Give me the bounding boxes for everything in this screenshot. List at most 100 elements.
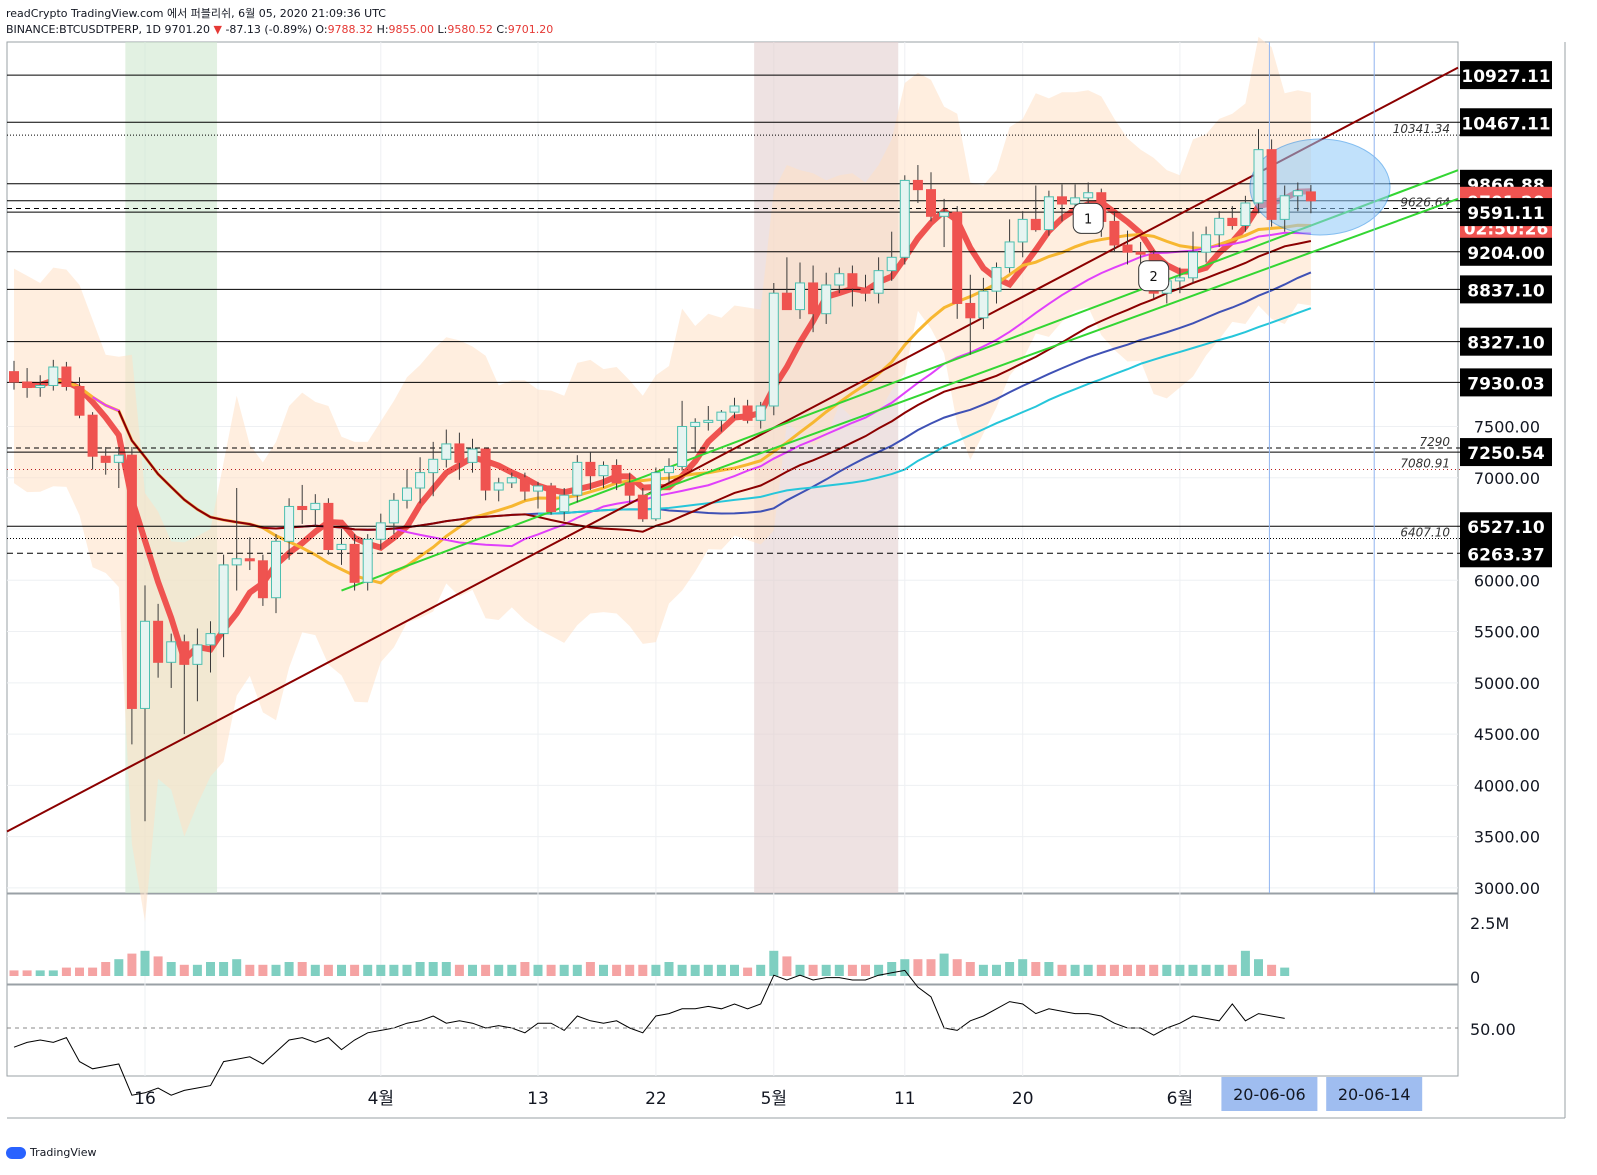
volume-bar: [1227, 964, 1237, 976]
candle-body: [388, 499, 399, 524]
candle-body: [1057, 196, 1067, 205]
date-highlight: [1326, 1077, 1423, 1111]
candle-body: [284, 505, 295, 542]
candle-body: [271, 540, 281, 599]
price-badge: [1460, 539, 1552, 568]
volume-bar: [1083, 964, 1093, 976]
volume-bar: [1070, 964, 1080, 976]
volume-bar: [101, 962, 111, 976]
candle-body: [1174, 277, 1185, 282]
y-tick-label: 5500.00: [1474, 623, 1540, 642]
candle-body: [650, 472, 661, 520]
volume-bar: [271, 964, 281, 976]
trend-line-green: [341, 169, 1459, 592]
volume-bar: [1136, 964, 1146, 976]
symbol-label[interactable]: BINANCE:BTCUSDTPERP, 1D: [6, 23, 161, 36]
volume-bar: [926, 959, 936, 976]
volume-bar: [1005, 962, 1015, 976]
candle-body: [1305, 191, 1316, 202]
candle-body: [1004, 241, 1015, 269]
date-highlight-label: 20-06-06: [1233, 1085, 1306, 1104]
ohlc-legend: BINANCE:BTCUSDTPERP, 1D 9701.20 ▼ -87.13…: [6, 22, 553, 38]
volume-bar: [677, 964, 687, 976]
candle-body: [1030, 218, 1041, 231]
volume-bar: [1044, 962, 1054, 976]
volume-bar: [913, 959, 923, 976]
candle-body: [834, 273, 845, 286]
level-line-label: 7290: [1419, 435, 1450, 449]
y-tick-label: 4000.00: [1474, 776, 1540, 795]
volume-bar: [127, 953, 137, 976]
callout-label: 2: [1150, 270, 1158, 285]
volume-bar: [1201, 964, 1211, 976]
candle-body: [1253, 149, 1264, 204]
low-value: 9580.52: [447, 23, 493, 36]
candle-body: [140, 620, 150, 709]
volume-bar: [48, 970, 58, 976]
candle-body: [559, 494, 570, 513]
candle-body: [100, 455, 111, 463]
candle-body: [795, 282, 805, 311]
x-tick-label: 6월: [1167, 1089, 1193, 1109]
price-badge: [1460, 108, 1552, 137]
candle-body: [166, 641, 177, 663]
volume-bar: [494, 964, 504, 976]
y-axis: 3000.00 3500.00 4000.00 4500.00 5000.00 5500.…: [1474, 417, 1540, 897]
candle-body: [61, 366, 72, 388]
candle-body: [808, 282, 819, 315]
candle-body: [362, 538, 373, 583]
price-badge-label: 7930.03: [1467, 374, 1544, 394]
candle-body: [218, 564, 229, 635]
candle-body: [716, 411, 727, 421]
level-line-label: 10341.34: [1393, 122, 1450, 136]
volume-bar: [795, 964, 805, 976]
candle-body: [244, 558, 255, 562]
trend-line-green-2: [642, 197, 1459, 498]
volume-bar: [245, 964, 255, 976]
volume-bar: [1018, 959, 1028, 976]
price-badge: [1460, 368, 1552, 397]
candle-body: [297, 505, 308, 511]
candle-body: [821, 284, 832, 315]
candle-body: [336, 543, 347, 551]
candle-body: [113, 454, 124, 463]
date-highlight: [1221, 1077, 1318, 1111]
candle-body: [126, 454, 137, 709]
volume-bar: [730, 964, 739, 976]
volume-bar: [441, 962, 451, 976]
candle-body: [454, 443, 465, 463]
volume-bar: [625, 964, 635, 976]
candle-body: [402, 487, 412, 501]
volume-bar: [874, 964, 884, 976]
candle-body: [1135, 251, 1146, 255]
volume-bar: [337, 964, 346, 976]
callout-box: [1138, 260, 1170, 292]
volume-bar: [153, 956, 163, 976]
volume-bars: [9, 950, 1290, 976]
candle-body: [1188, 251, 1198, 279]
price-badge: [1460, 512, 1552, 541]
high-label: H:: [376, 23, 389, 36]
candle-body: [441, 443, 452, 460]
volume-zero-label: 0: [1470, 968, 1480, 987]
candle-body: [310, 502, 321, 511]
candle-body: [873, 270, 884, 294]
rsi-axis-label: 50.00: [1470, 1020, 1516, 1039]
volume-bar: [179, 964, 189, 976]
candle-body: [598, 464, 609, 477]
volume-bar: [1057, 964, 1067, 976]
tradingview-logo[interactable]: TradingView: [6, 1146, 96, 1159]
price-badge-label: 6527.10: [1467, 518, 1545, 538]
volume-bar: [782, 956, 792, 976]
price-badge-label: 8327.10: [1467, 334, 1545, 354]
ma-60-line: [537, 307, 1312, 515]
volume-bar: [572, 964, 582, 976]
candle-body: [74, 386, 85, 416]
candle-body: [1083, 192, 1094, 199]
volume-bar: [75, 967, 84, 976]
candle-body: [1227, 217, 1238, 227]
candle-body: [624, 482, 635, 496]
volume-bar: [1267, 964, 1277, 976]
volume-bar: [847, 964, 857, 976]
